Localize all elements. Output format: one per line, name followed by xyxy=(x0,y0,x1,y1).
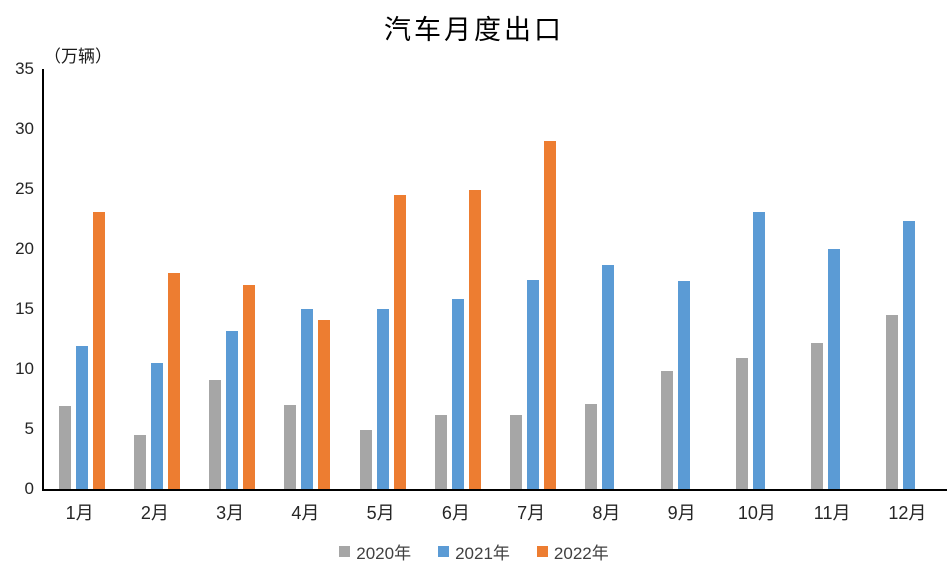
bar-2021年-9月 xyxy=(677,281,690,489)
legend-swatch-icon xyxy=(536,546,548,557)
y-tick-label: 5 xyxy=(24,419,34,438)
x-tick-label: 11月 xyxy=(813,503,851,523)
bar-2021年-4月 xyxy=(301,309,314,489)
bar-2020年-4月 xyxy=(284,405,297,489)
bar-2021年-11月 xyxy=(828,249,841,489)
bar-2021年-7月 xyxy=(527,280,540,489)
legend-item-2022年: 2022年 xyxy=(536,539,609,564)
bar-2021年-1月 xyxy=(75,346,88,489)
bar-2021年-5月 xyxy=(376,309,389,489)
x-tick-label: 4月 xyxy=(291,503,320,523)
x-tick-label: 5月 xyxy=(366,503,395,523)
bar-2021年-2月 xyxy=(150,363,163,489)
bar-2020年-9月 xyxy=(660,371,673,489)
bar-2020年-6月 xyxy=(434,414,447,489)
bar-2020年-11月 xyxy=(811,342,824,489)
y-tick-label: 25 xyxy=(15,179,34,198)
x-tick-label: 6月 xyxy=(441,503,470,523)
x-tick-label: 9月 xyxy=(667,503,696,523)
bar-2020年-3月 xyxy=(209,379,222,489)
y-axis-unit-label: （万辆） xyxy=(44,47,112,66)
bar-2022年-4月 xyxy=(318,319,331,489)
bar-2020年-12月 xyxy=(886,315,899,489)
y-tick-label: 0 xyxy=(24,479,34,498)
bar-2020年-7月 xyxy=(510,414,523,489)
chart-title: 汽车月度出口 xyxy=(384,15,564,46)
legend-item-2021年: 2021年 xyxy=(438,539,510,564)
bar-2021年-10月 xyxy=(752,211,765,489)
bar-2022年-2月 xyxy=(167,273,180,489)
x-tick-label: 10月 xyxy=(737,503,776,523)
x-tick-label: 1月 xyxy=(65,503,94,523)
bar-2022年-1月 xyxy=(92,211,105,489)
x-tick-label: 2月 xyxy=(140,503,169,523)
x-tick-label: 3月 xyxy=(216,503,245,523)
bar-2022年-7月 xyxy=(544,141,557,489)
bar-2022年-5月 xyxy=(393,195,406,489)
legend: 2020年 2021年 2022年 xyxy=(0,539,948,564)
bar-2020年-10月 xyxy=(735,358,748,489)
bar-2021年-6月 xyxy=(451,299,464,489)
x-tick-label: 12月 xyxy=(888,503,927,523)
y-tick-label: 20 xyxy=(15,239,34,258)
legend-item-2020年: 2020年 xyxy=(339,539,411,564)
legend-label: 2021年 xyxy=(455,544,510,563)
legend-label: 2022年 xyxy=(553,544,609,563)
bar-2021年-8月 xyxy=(602,264,615,489)
bar-2020年-1月 xyxy=(58,406,71,489)
plot-area xyxy=(42,69,947,491)
legend-label: 2020年 xyxy=(356,544,412,563)
y-tick-label: 10 xyxy=(15,359,34,378)
bar-2020年-5月 xyxy=(359,430,372,489)
legend-swatch-icon xyxy=(339,546,351,557)
bar-2021年-3月 xyxy=(226,330,239,489)
legend-swatch-icon xyxy=(438,546,450,557)
y-tick-label: 15 xyxy=(15,299,34,318)
bar-2021年-12月 xyxy=(903,221,916,489)
y-tick-label: 30 xyxy=(15,119,34,138)
y-tick-label: 35 xyxy=(15,59,34,78)
bar-2020年-8月 xyxy=(585,403,598,489)
bar-2022年-3月 xyxy=(243,285,256,489)
bar-2022年-6月 xyxy=(468,190,481,489)
x-tick-label: 7月 xyxy=(517,503,546,523)
bar-2020年-2月 xyxy=(133,435,146,489)
x-tick-label: 8月 xyxy=(592,503,621,523)
